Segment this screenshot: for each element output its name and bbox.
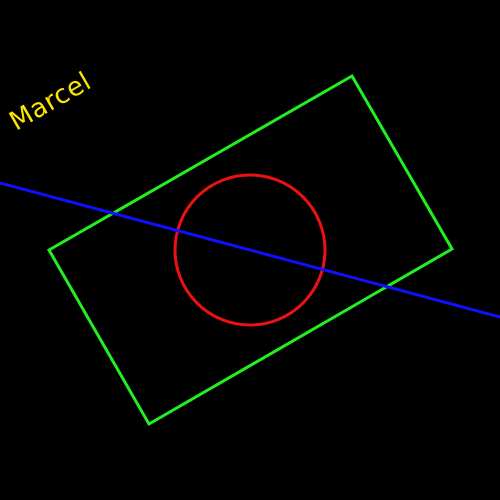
circle	[173, 173, 327, 327]
diagonal-line	[0, 181, 500, 319]
rotated-rectangle	[46, 73, 455, 427]
